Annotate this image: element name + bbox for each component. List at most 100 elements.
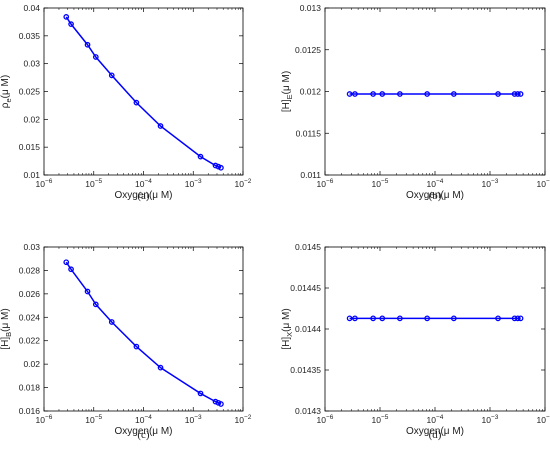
y-tick-label: 0.022 [19,336,41,346]
data-point [424,91,431,97]
data-point [108,72,115,79]
data-point [379,91,386,97]
y-tick-label: 0.012 [300,87,322,97]
data-point [352,91,358,97]
data-point [68,21,74,27]
data-point [495,315,501,322]
x-tick-label: 10−3 [185,178,202,189]
x-axis-title: Oxygen(μ M) [115,426,173,437]
data-point [346,315,353,322]
x-tick-label: 10−4 [135,414,152,425]
chart-panel-d: 10−6 10−5 10−4 10−3 10−2 0.0143 0.01435 0.0144 0… [281,242,550,441]
x-tick-label: 10−3 [185,414,202,425]
x-tick-label: 10−6 [36,414,53,425]
y-tick-label: 0.028 [19,265,41,275]
data-point [133,99,140,106]
data-point [157,123,164,129]
x-tick-label: 10−3 [482,414,499,425]
y-axis-title: [H]E(μ M) [281,71,294,112]
plot-frame [324,7,546,176]
x-tick-label: 10−4 [427,178,444,189]
data-point [370,91,376,97]
data-point [197,153,204,160]
data-point [450,315,457,322]
data-point [157,364,164,371]
chart-panel-c: 10−6 10−5 10−4 10−3 10−2 0.016 0.018 0.02 0.022 0… [0,242,252,441]
chart-panel-b: 10−6 10−5 10−4 10−3 10−2 0.011 0.0115 0.012 0.01… [281,3,550,202]
y-tick-label: 0.018 [19,383,41,393]
y-tick-label: 0.011 [300,170,321,180]
series-line [65,261,222,405]
data-point [450,91,457,97]
x-tick-label: 10−4 [427,414,444,425]
y-axis-title: [H]X(μ M) [281,308,294,349]
data-point [352,315,358,322]
x-axis-title: Oxygen(μ M) [115,190,173,201]
y-tick-label: 0.015 [19,142,41,152]
y-tick-label: 0.03 [23,59,40,69]
plot-frame [324,246,546,412]
data-point [495,91,501,97]
data-point [197,390,204,397]
y-tick-label: 0.025 [19,87,41,97]
data-point [92,301,99,308]
data-point [379,315,386,322]
y-tick-label: 0.026 [19,289,41,299]
y-tick-label: 0.035 [19,31,41,41]
y-tick-label: 0.0145 [295,242,321,252]
y-tick-label: 0.0143 [295,406,321,416]
x-tick-label: 10−6 [317,414,334,425]
plot-frame [43,7,244,176]
x-tick-label: 10−6 [36,178,53,189]
y-tick-label: 0.0115 [296,128,322,138]
chart-panel-a: 10−6 10−5 10−4 10−3 10−2 0.01 0.015 0.02 0.025 0.… [0,3,252,202]
data-point [108,319,115,325]
data-point [424,315,431,322]
y-tick-label: 0.0144 [295,324,321,334]
data-point [63,14,70,20]
y-tick-label: 0.016 [19,406,41,416]
y-tick-label: 0.02 [23,359,40,369]
panel-caption: (c) [137,429,150,441]
x-tick-label: 10−2 [537,178,550,189]
data-point [397,91,403,97]
x-tick-label: 10−5 [85,414,102,425]
x-tick-label: 10−4 [135,178,152,189]
data-point [346,91,353,97]
data-point [212,398,219,405]
data-point [218,164,224,171]
x-tick-label: 10−5 [85,178,102,189]
data-point [92,54,99,60]
y-tick-label: 0.01 [23,170,40,180]
series-line [65,16,222,169]
y-tick-label: 0.024 [19,312,41,322]
x-axis-title: Oxygen(μ M) [406,190,464,201]
data-point [68,266,74,273]
data-point [511,91,518,97]
plot-frame [43,246,244,412]
x-tick-label: 10−2 [235,414,252,425]
data-point [212,162,219,169]
x-tick-label: 10−2 [235,178,252,189]
x-tick-label: 10−6 [317,178,334,189]
data-point [397,315,403,322]
data-point [517,315,524,322]
panel-caption: (a) [137,190,150,202]
x-tick-label: 10−5 [372,414,389,425]
y-axis-title: [H]B(μ M) [0,308,13,349]
y-tick-label: 0.01445 [290,283,321,293]
data-point [370,315,376,322]
y-tick-label: 0.0125 [295,45,321,55]
data-point [84,288,91,295]
data-point [517,91,524,97]
data-point [511,315,518,322]
panel-caption: (b) [429,190,442,202]
y-tick-label: 0.02 [23,114,40,124]
y-tick-label: 0.013 [300,3,322,13]
y-tick-label: 0.01435 [290,365,321,375]
y-tick-label: 0.03 [23,242,40,252]
data-point [514,315,521,322]
x-tick-label: 10−5 [372,178,389,189]
data-point [133,343,140,350]
